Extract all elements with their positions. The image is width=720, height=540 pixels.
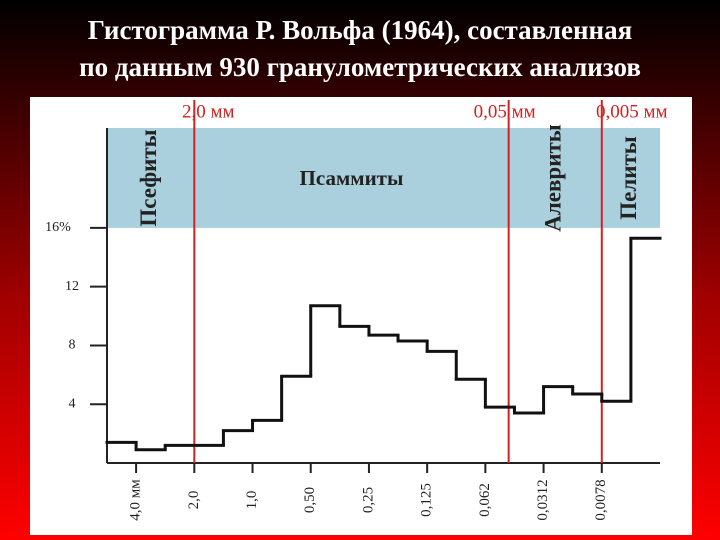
boundary-label: 0,005 мм	[596, 101, 668, 122]
x-tick-label: 0,0078	[593, 479, 609, 520]
x-tick-label: 0,062	[477, 483, 493, 517]
zone-label: Пелиты	[616, 136, 641, 220]
x-tick-label: 0,50	[302, 487, 318, 513]
boundary-label: 0,05 мм	[474, 101, 536, 122]
y-tick-label: 4	[69, 396, 76, 411]
boundary-label: 2,0 мм	[182, 101, 235, 122]
zone-label: Алевриты	[541, 124, 566, 231]
y-tick-label: 12	[65, 279, 79, 294]
title: Гистограмма Р. Вольфа (1964), составленн…	[88, 15, 632, 45]
y-tick-label: 16%	[45, 220, 71, 235]
band	[107, 128, 660, 228]
y-tick-label: 8	[69, 338, 76, 353]
x-tick-label: 0,0312	[535, 479, 551, 520]
x-tick-label: 2,0	[186, 491, 202, 510]
x-tick-label: 1,0	[244, 491, 260, 510]
zone-label: Псефиты	[136, 129, 161, 226]
x-tick-label: 0,25	[360, 487, 376, 513]
x-tick-label: 4,0 мм	[128, 479, 144, 521]
title: по данным 930 гранулометрических анализо…	[79, 52, 641, 82]
zone-label: Псаммиты	[300, 166, 404, 190]
x-tick-label: 0,125	[419, 483, 435, 517]
